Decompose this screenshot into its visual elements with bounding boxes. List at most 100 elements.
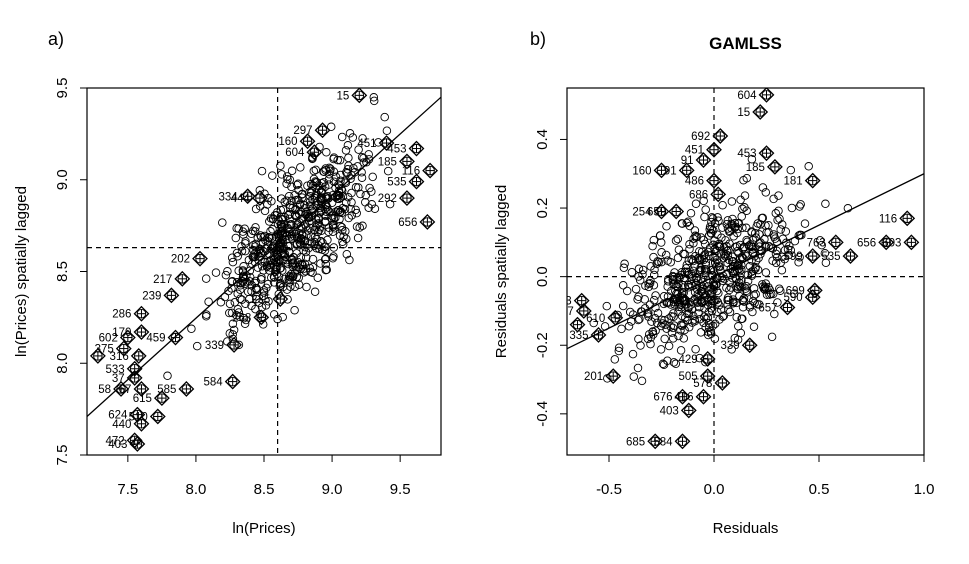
point-label: 429 — [679, 354, 698, 366]
data-point — [695, 253, 704, 263]
influential-point — [575, 303, 592, 319]
influential-point — [903, 234, 920, 251]
data-point — [655, 231, 665, 240]
data-point — [255, 245, 264, 255]
point-label: 440 — [112, 419, 131, 431]
data-point — [653, 308, 663, 318]
data-point — [770, 309, 779, 319]
data-point — [238, 277, 248, 286]
point-label: 268 — [232, 312, 251, 324]
data-point — [745, 262, 755, 271]
influential-point — [167, 329, 184, 346]
data-point — [738, 204, 747, 214]
data-point — [228, 330, 237, 339]
point-label: 535 — [821, 251, 840, 263]
point-label: 444 — [231, 193, 251, 205]
point-label: 334 — [218, 191, 238, 203]
point-label: 375 — [95, 344, 114, 356]
panel-label: a) — [48, 29, 64, 49]
data-point — [602, 301, 612, 311]
data-point — [282, 196, 292, 206]
data-point — [624, 322, 634, 331]
data-point — [228, 257, 238, 267]
data-point — [650, 265, 659, 274]
data-point — [649, 281, 659, 290]
data-point — [682, 260, 692, 270]
data-point — [242, 277, 251, 287]
data-point — [740, 203, 749, 212]
influential-point — [378, 135, 395, 151]
data-point — [705, 251, 714, 261]
data-point — [266, 263, 275, 272]
data-point — [202, 310, 211, 319]
data-point — [274, 241, 284, 250]
data-point — [696, 328, 706, 337]
data-point — [704, 318, 714, 328]
data-point — [671, 359, 681, 369]
point-label: 472 — [105, 435, 124, 447]
data-point — [752, 222, 761, 231]
data-point — [690, 287, 700, 297]
data-point — [258, 262, 267, 271]
influential-point — [89, 347, 106, 364]
data-point — [290, 282, 300, 291]
data-point — [749, 284, 759, 293]
data-point — [669, 358, 679, 367]
data-point — [284, 191, 294, 201]
data-point — [234, 224, 243, 233]
y-tick-label: -0.2 — [534, 332, 551, 358]
data-point — [613, 310, 622, 320]
data-point — [382, 126, 392, 135]
data-point — [339, 232, 348, 241]
data-point — [786, 165, 796, 175]
point-label: 453 — [387, 144, 406, 156]
point-label: 692 — [691, 131, 710, 143]
data-point — [739, 294, 749, 303]
x-tick-label: -0.5 — [596, 481, 622, 498]
influential-point — [314, 122, 331, 139]
data-point — [651, 291, 660, 300]
data-point — [756, 249, 765, 259]
data-point — [257, 166, 267, 176]
point-label: 486 — [685, 176, 704, 188]
point-label: 604 — [285, 147, 305, 159]
data-point — [707, 284, 716, 293]
y-tick-label: 8.5 — [54, 261, 71, 282]
influential-point — [163, 287, 180, 304]
data-point — [704, 231, 714, 240]
data-point — [709, 285, 718, 295]
influential-point — [710, 186, 727, 203]
data-point — [282, 179, 291, 189]
data-point — [294, 280, 304, 289]
data-point — [690, 315, 699, 324]
data-point — [710, 319, 720, 329]
data-point — [264, 233, 273, 242]
data-point — [674, 245, 684, 255]
data-point — [631, 284, 641, 294]
data-point — [268, 171, 277, 180]
data-point — [769, 194, 778, 204]
data-point — [292, 180, 302, 190]
data-point — [707, 299, 717, 308]
data-point — [700, 212, 709, 222]
data-point — [758, 213, 768, 223]
data-point — [729, 232, 738, 241]
influential-point — [741, 337, 758, 354]
data-point — [648, 241, 657, 251]
data-point — [247, 301, 256, 310]
y-tick-label: 8.0 — [54, 353, 71, 374]
data-point — [333, 155, 342, 165]
x-tick-label: 1.0 — [914, 481, 935, 498]
data-point — [303, 181, 312, 190]
data-point — [672, 296, 682, 305]
influential-point — [272, 291, 289, 307]
point-label: 686 — [689, 189, 708, 201]
influential-point — [130, 347, 147, 364]
data-point — [681, 313, 690, 322]
data-point — [732, 266, 742, 275]
data-point — [228, 334, 238, 344]
data-point — [804, 162, 813, 171]
point-label: 763 — [807, 237, 826, 249]
data-point — [658, 359, 668, 369]
data-point — [765, 290, 774, 299]
